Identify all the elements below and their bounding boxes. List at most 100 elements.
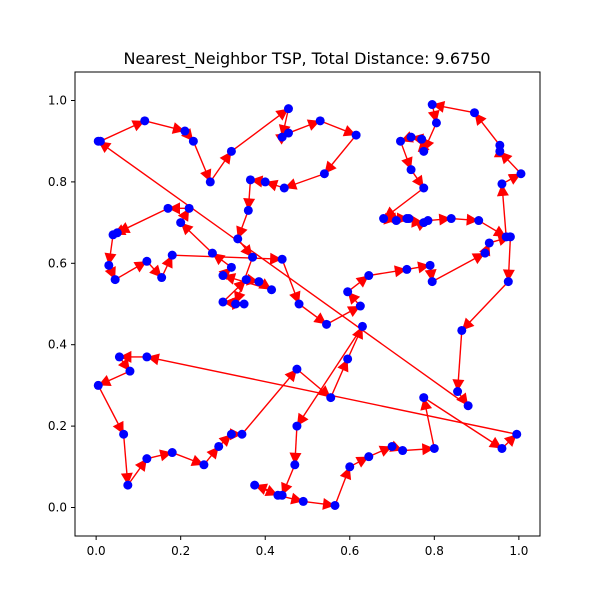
tour-edge [241, 368, 298, 435]
city-point [267, 285, 277, 295]
city-point [480, 248, 490, 258]
tour-arrowhead [322, 497, 335, 510]
city-point [501, 232, 511, 242]
city-point [237, 429, 247, 439]
city-point [248, 252, 258, 262]
tour-arrowhead [424, 268, 437, 282]
city-point [469, 108, 479, 118]
city-point [239, 299, 249, 309]
city-point [419, 393, 429, 403]
city-point [446, 214, 456, 224]
city-point [104, 260, 114, 270]
city-point [226, 429, 236, 439]
tour-arrowhead [289, 452, 302, 465]
city-point [140, 116, 150, 126]
city-point [431, 118, 441, 128]
city-point [315, 116, 325, 126]
city-point [142, 256, 152, 266]
city-point [343, 354, 353, 364]
y-tick-label: 0.4 [48, 338, 67, 352]
city-point [231, 299, 241, 309]
city-point [419, 183, 429, 193]
city-point [218, 297, 228, 307]
city-point [233, 234, 243, 244]
city-point [516, 169, 526, 179]
city-point [453, 387, 463, 397]
city-point [292, 421, 302, 431]
city-point [427, 277, 437, 287]
city-point [188, 136, 198, 146]
city-point [93, 136, 103, 146]
city-point [423, 216, 433, 226]
city-point [273, 490, 283, 500]
x-tick-label: 1.0 [509, 544, 528, 558]
city-point [243, 205, 253, 215]
city-point [176, 218, 186, 228]
x-tick-label: 0.8 [425, 544, 444, 558]
city-point [355, 301, 365, 311]
x-axis-ticks: 0.0 0.2 0.4 0.6 0.8 1.0 [87, 536, 528, 558]
city-point [497, 179, 507, 189]
city-point [114, 352, 124, 362]
city-point [163, 203, 173, 213]
city-point [484, 238, 494, 248]
city-point [419, 146, 429, 156]
tour-arrowhead [438, 213, 452, 226]
city-point [364, 452, 374, 462]
city-point [283, 104, 293, 114]
city-point [142, 352, 152, 362]
city-point [110, 275, 120, 285]
city-point [167, 250, 177, 260]
city-point [427, 100, 437, 110]
city-point [93, 380, 103, 390]
city-point [474, 216, 484, 226]
tour-arrowhead [104, 252, 117, 266]
tour-arrowhead [243, 198, 256, 211]
tour-arrowhead [250, 175, 264, 188]
tour-arrowhead [120, 472, 133, 486]
x-tick-label: 0.6 [340, 544, 359, 558]
x-tick-label: 0.0 [87, 544, 106, 558]
city-point [260, 177, 270, 187]
city-point [357, 321, 367, 331]
city-point [218, 271, 228, 281]
y-tick-label: 0.0 [48, 501, 67, 515]
tour-arrowhead [466, 213, 479, 226]
tour-arrowhead [502, 269, 515, 282]
city-point [294, 299, 304, 309]
city-point [123, 480, 133, 490]
city-point [290, 460, 300, 470]
city-point [396, 136, 405, 146]
city-point [207, 248, 217, 258]
tour-arrowhead [394, 265, 407, 278]
city-point [351, 130, 361, 140]
city-point [326, 393, 336, 403]
city-point [226, 146, 236, 156]
city-point [319, 169, 329, 179]
x-tick-label: 0.4 [256, 544, 275, 558]
city-point [277, 254, 287, 264]
city-point [108, 230, 118, 240]
tour-arrowhead [496, 183, 509, 197]
city-point [184, 203, 194, 213]
city-point [125, 366, 135, 376]
x-tick-label: 0.2 [171, 544, 190, 558]
city-point [250, 480, 260, 490]
city-point [298, 496, 308, 506]
city-point [391, 216, 401, 226]
city-point [292, 364, 302, 374]
city-point [279, 183, 289, 193]
city-point [398, 446, 408, 456]
city-point [157, 273, 167, 283]
city-point [429, 443, 439, 453]
city-point [387, 441, 397, 451]
tour-edge [172, 254, 283, 260]
tour-edge [296, 326, 364, 427]
city-point [245, 175, 255, 185]
city-point [404, 214, 414, 224]
city-point [406, 132, 416, 142]
city-point [167, 448, 177, 458]
city-point [199, 460, 209, 470]
